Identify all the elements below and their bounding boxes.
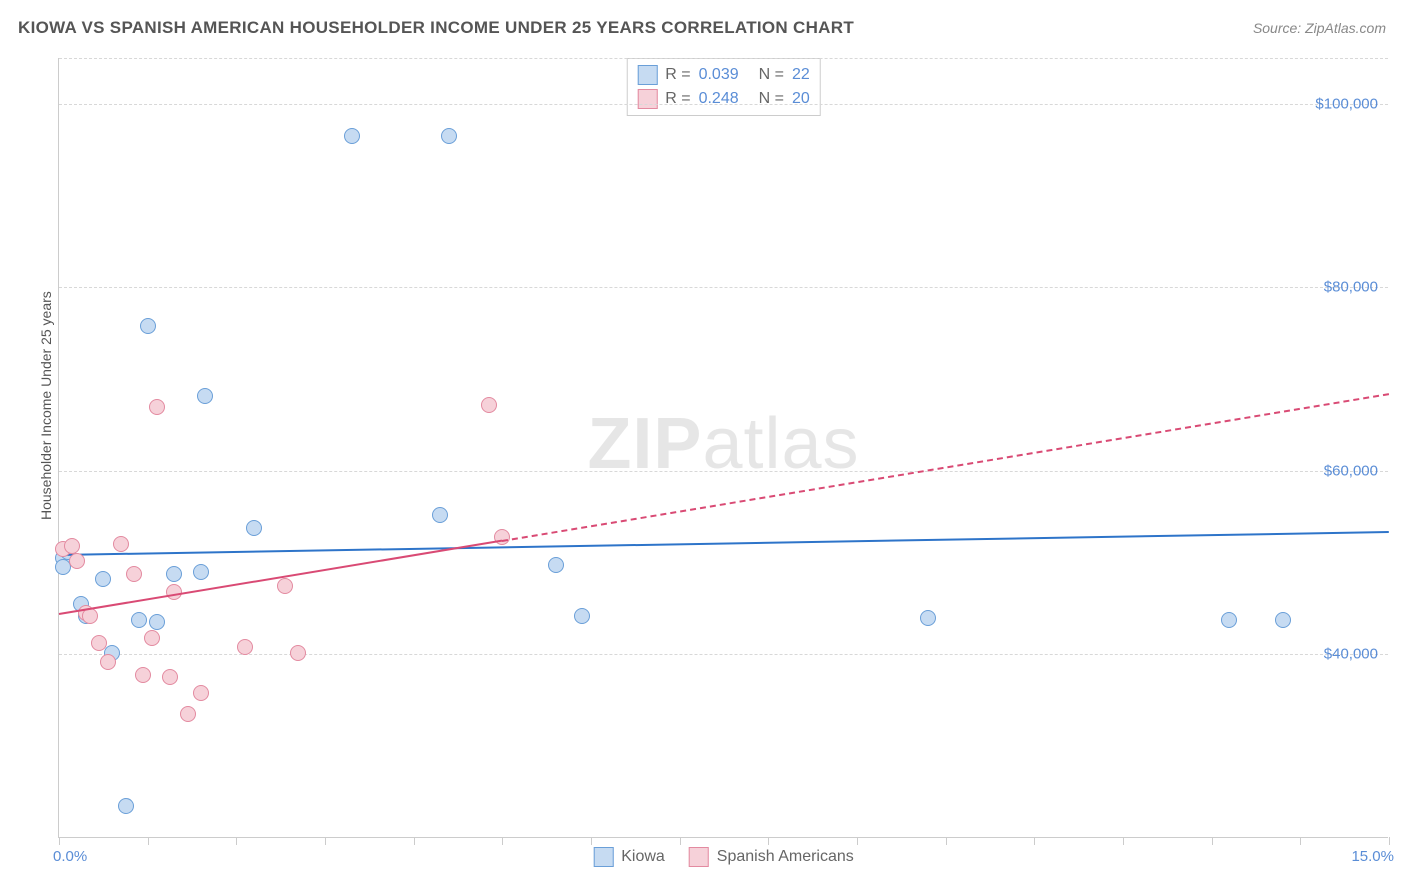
- trend-line: [502, 393, 1389, 542]
- data-point: [91, 635, 107, 651]
- x-tick: [680, 837, 681, 845]
- legend-item: Kiowa: [593, 847, 665, 867]
- data-point: [441, 128, 457, 144]
- data-point: [920, 610, 936, 626]
- data-point: [1275, 612, 1291, 628]
- data-point: [100, 654, 116, 670]
- data-point: [180, 706, 196, 722]
- data-point: [574, 608, 590, 624]
- stat-n-label: N =: [759, 66, 784, 84]
- data-point: [548, 557, 564, 573]
- legend-item: Spanish Americans: [689, 847, 854, 867]
- data-point: [344, 128, 360, 144]
- watermark: ZIPatlas: [587, 402, 859, 484]
- x-tick: [591, 837, 592, 845]
- stat-r-value: 0.039: [699, 66, 739, 84]
- data-point: [149, 399, 165, 415]
- data-point: [140, 318, 156, 334]
- data-point: [494, 529, 510, 545]
- stats-row: R = 0.039 N = 22: [637, 63, 810, 87]
- data-point: [149, 614, 165, 630]
- legend-swatch: [637, 89, 657, 109]
- x-tick: [1212, 837, 1213, 845]
- legend-label: Kiowa: [621, 848, 665, 866]
- x-tick: [1123, 837, 1124, 845]
- data-point: [1221, 612, 1237, 628]
- data-point: [246, 520, 262, 536]
- x-tick: [502, 837, 503, 845]
- x-tick: [946, 837, 947, 845]
- x-tick: [148, 837, 149, 845]
- y-tick-label: $100,000: [1315, 95, 1378, 112]
- y-tick-label: $60,000: [1324, 462, 1378, 479]
- stat-n-value: 22: [792, 66, 810, 84]
- stat-n-label: N =: [759, 90, 784, 108]
- data-point: [64, 538, 80, 554]
- data-point: [237, 639, 253, 655]
- data-point: [113, 536, 129, 552]
- legend-label: Spanish Americans: [717, 848, 854, 866]
- x-start-label: 0.0%: [53, 848, 87, 865]
- stats-row: R = 0.248 N = 20: [637, 87, 810, 111]
- data-point: [193, 685, 209, 701]
- stat-r-value: 0.248: [699, 90, 739, 108]
- data-point: [126, 566, 142, 582]
- data-point: [131, 612, 147, 628]
- gridline: [59, 287, 1388, 288]
- series-legend: Kiowa Spanish Americans: [593, 847, 854, 867]
- data-point: [69, 553, 85, 569]
- gridline: [59, 654, 1388, 655]
- x-tick: [1300, 837, 1301, 845]
- gridline: [59, 58, 1388, 59]
- x-end-label: 15.0%: [1351, 848, 1394, 865]
- gridline: [59, 471, 1388, 472]
- y-axis-label: Householder Income Under 25 years: [38, 291, 54, 520]
- stat-n-value: 20: [792, 90, 810, 108]
- data-point: [118, 798, 134, 814]
- data-point: [95, 571, 111, 587]
- plot-area: ZIPatlas R = 0.039N = 22R = 0.248N = 20 …: [58, 58, 1388, 838]
- data-point: [144, 630, 160, 646]
- x-tick: [59, 837, 60, 845]
- x-tick: [1034, 837, 1035, 845]
- source-attribution: Source: ZipAtlas.com: [1253, 20, 1386, 36]
- x-tick: [414, 837, 415, 845]
- x-tick: [236, 837, 237, 845]
- data-point: [197, 388, 213, 404]
- data-point: [290, 645, 306, 661]
- data-point: [481, 397, 497, 413]
- x-tick: [857, 837, 858, 845]
- data-point: [193, 564, 209, 580]
- x-tick: [325, 837, 326, 845]
- y-tick-label: $40,000: [1324, 646, 1378, 663]
- legend-swatch: [689, 847, 709, 867]
- legend-swatch: [637, 65, 657, 85]
- chart-title: KIOWA VS SPANISH AMERICAN HOUSEHOLDER IN…: [18, 18, 854, 38]
- stat-r-label: R =: [665, 66, 690, 84]
- legend-swatch: [593, 847, 613, 867]
- data-point: [277, 578, 293, 594]
- stats-legend-box: R = 0.039 N = 22 R = 0.248 N = 20: [626, 58, 821, 116]
- data-point: [135, 667, 151, 683]
- gridline: [59, 104, 1388, 105]
- data-point: [432, 507, 448, 523]
- y-tick-label: $80,000: [1324, 279, 1378, 296]
- x-tick: [768, 837, 769, 845]
- stat-r-label: R =: [665, 90, 690, 108]
- x-tick: [1389, 837, 1390, 845]
- data-point: [166, 566, 182, 582]
- chart-container: KIOWA VS SPANISH AMERICAN HOUSEHOLDER IN…: [0, 0, 1406, 892]
- data-point: [162, 669, 178, 685]
